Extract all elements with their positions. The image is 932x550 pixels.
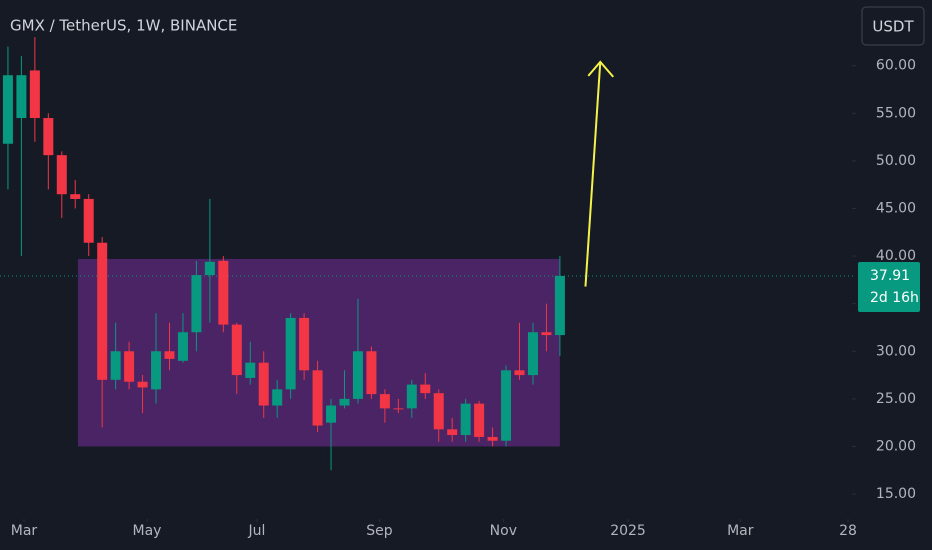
- candle-body: [514, 370, 525, 376]
- x-tick-label: Mar: [727, 523, 754, 539]
- candle-body: [29, 70, 40, 119]
- candle-body: [312, 370, 323, 426]
- y-tick-label: 20.00: [876, 438, 916, 454]
- candle-body: [151, 351, 162, 390]
- candle-body: [474, 403, 485, 437]
- candle-body: [299, 317, 310, 371]
- candle-body: [245, 362, 256, 378]
- x-tick-label: Mar: [11, 523, 38, 539]
- price-tag-label: 37.91: [870, 268, 910, 284]
- candle-body: [56, 155, 67, 195]
- y-tick-label: 60.00: [876, 58, 916, 74]
- candle-body: [379, 394, 390, 409]
- y-tick-label: 50.00: [876, 153, 916, 169]
- y-tick-label: 45.00: [876, 200, 916, 216]
- candle-body: [285, 317, 296, 390]
- candle-body: [83, 198, 94, 243]
- x-tick-label: 2025: [610, 523, 646, 539]
- candle-body: [231, 324, 242, 376]
- candle-body: [16, 75, 27, 119]
- y-tick-label: 15.00: [876, 486, 916, 502]
- candle-body: [420, 384, 431, 394]
- candle-body: [258, 362, 269, 406]
- arrow-head: [587, 60, 615, 78]
- arrow: [584, 61, 602, 287]
- candle-body: [43, 118, 54, 156]
- candle-body: [124, 351, 135, 382]
- y-tick-label: 40.00: [876, 248, 916, 264]
- candle-body: [447, 429, 458, 436]
- y-tick-label: 55.00: [876, 105, 916, 121]
- candle-body: [460, 403, 471, 436]
- candle-body: [541, 332, 552, 336]
- y-tick-label: 25.00: [876, 391, 916, 407]
- candle-body: [97, 242, 108, 380]
- candle-body: [164, 351, 175, 359]
- candle-body: [218, 260, 229, 325]
- x-tick-label: May: [133, 523, 162, 539]
- candle-body: [326, 405, 337, 423]
- candle-body: [2, 75, 13, 144]
- candle-body: [487, 436, 498, 441]
- candle-body: [554, 275, 565, 336]
- y-tick-label: 30.00: [876, 343, 916, 359]
- candle-body: [191, 275, 202, 333]
- x-tick-label: Sep: [366, 523, 393, 539]
- countdown-label: 2d 16h: [870, 290, 919, 306]
- candle-body: [406, 384, 417, 409]
- candle-body: [204, 261, 215, 276]
- candle-body: [70, 194, 81, 199]
- candle-body: [110, 351, 121, 380]
- candle-body: [352, 351, 363, 399]
- currency-button-label[interactable]: USDT: [872, 18, 914, 36]
- candle-body: [433, 393, 444, 430]
- x-tick-label: Nov: [490, 523, 517, 539]
- candle-body: [527, 332, 538, 376]
- candle-body: [366, 351, 377, 395]
- x-tick-label: 28: [839, 523, 857, 539]
- chart-title: GMX / TetherUS, 1W, BINANCE: [10, 17, 237, 35]
- currency-button[interactable]: [861, 6, 925, 46]
- candle-body: [339, 398, 350, 406]
- candle-body: [272, 389, 283, 406]
- candle-body: [137, 381, 148, 388]
- x-tick-label: Jul: [248, 523, 266, 539]
- candle-body: [501, 370, 512, 441]
- price-tag: [858, 261, 920, 312]
- candle-body: [393, 408, 404, 410]
- candle-body: [177, 332, 188, 361]
